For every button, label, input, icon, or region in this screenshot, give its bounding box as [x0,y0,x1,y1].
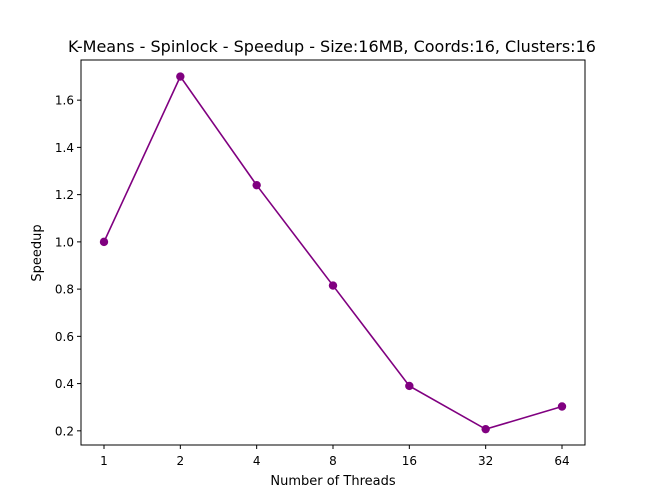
x-tick-label: 4 [253,454,261,468]
y-tick-label: 1.6 [55,94,74,108]
x-axis-label: Number of Threads [270,474,395,489]
data-point [328,281,338,290]
y-tick-label: 0.8 [55,283,74,297]
x-tick-label: 64 [554,454,569,468]
data-point [557,402,567,411]
y-axis-label: Speedup [30,224,45,281]
x-tick-label: 8 [329,454,337,468]
y-axis: 0.2 0.4 0.6 0.8 1.0 1.2 1.4 1.6 [55,94,81,438]
x-tick-label: 32 [478,454,493,468]
y-tick-label: 0.2 [55,424,74,438]
y-tick-label: 1.2 [55,188,74,202]
series-line [103,74,563,431]
data-point [405,381,414,391]
data-point [99,237,109,247]
y-tick-label: 0.6 [55,330,74,344]
x-tick-label: 1 [100,454,108,468]
y-tick-label: 0.4 [55,377,74,391]
x-tick-label: 2 [177,454,185,468]
y-tick-label: 1.0 [55,235,74,249]
data-point [252,180,261,190]
x-tick-label: 16 [402,454,417,468]
data-point [481,424,490,434]
chart-title: K-Means - Spinlock - Speedup - Size:16MB… [68,37,596,56]
data-point [176,72,185,81]
plot-area-frame [80,59,586,446]
series-layer [99,72,567,434]
x-axis: 1 2 4 8 16 32 64 [100,445,570,468]
y-tick-label: 1.4 [55,141,74,155]
